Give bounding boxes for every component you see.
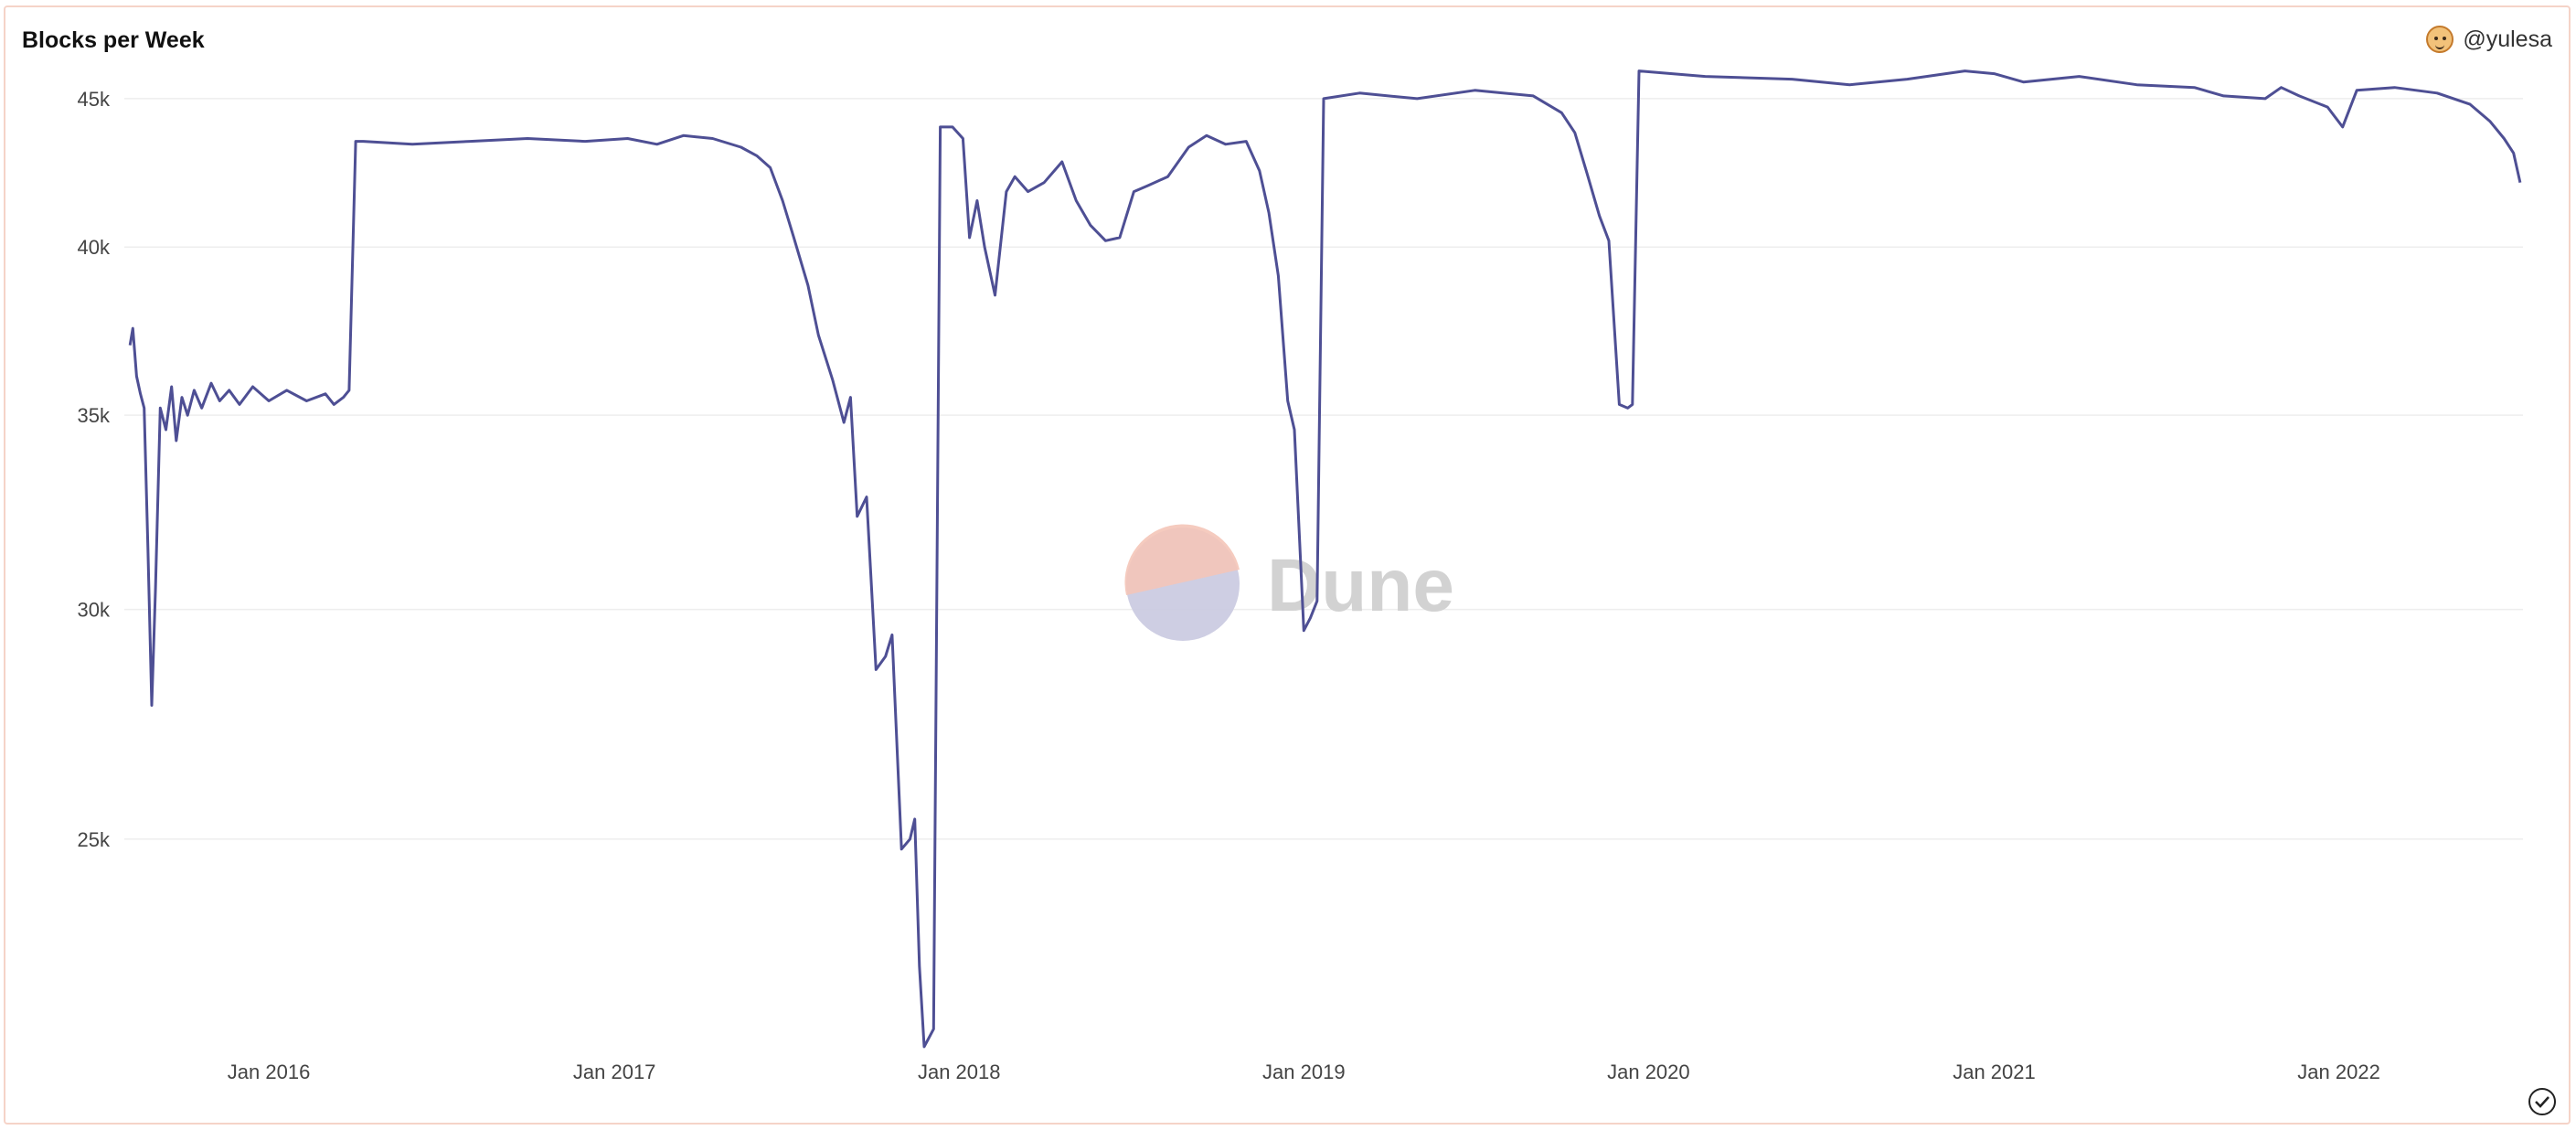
dune-logo-icon [1124,524,1240,641]
y-axis: 25k 30k 35k 40k 45k [78,88,111,851]
x-tick-label: Jan 2017 [573,1061,656,1083]
x-tick-label: Jan 2019 [1262,1061,1346,1083]
series-line [128,69,2522,1049]
grid-lines [124,98,2523,840]
x-tick-label: Jan 2022 [2297,1061,2380,1083]
x-tick-label: Jan 2021 [1953,1061,2036,1083]
check-circle-icon[interactable] [2528,1088,2556,1115]
watermark-text: Dune [1267,544,1454,627]
dune-watermark: Dune [1124,524,1454,641]
y-tick-label: 30k [78,599,111,622]
x-tick-label: Jan 2018 [918,1061,1001,1083]
y-tick-label: 35k [78,404,111,427]
y-tick-label: 40k [78,236,111,259]
chart-panel: Blocks per Week @yulesa Dune 25k 30k 35k 40… [4,5,2571,1125]
x-tick-label: Jan 2020 [1607,1061,1690,1083]
avatar-icon [2426,26,2454,53]
y-tick-label: 45k [78,88,111,111]
y-tick-label: 25k [78,828,111,851]
author-name: @yulesa [2463,26,2552,52]
chart-title: Blocks per Week [22,27,205,53]
x-tick-label: Jan 2016 [228,1061,311,1083]
author-link[interactable]: @yulesa [2426,26,2552,53]
x-axis: Jan 2016 Jan 2017 Jan 2018 Jan 2019 Jan 2020… [228,1061,2380,1083]
